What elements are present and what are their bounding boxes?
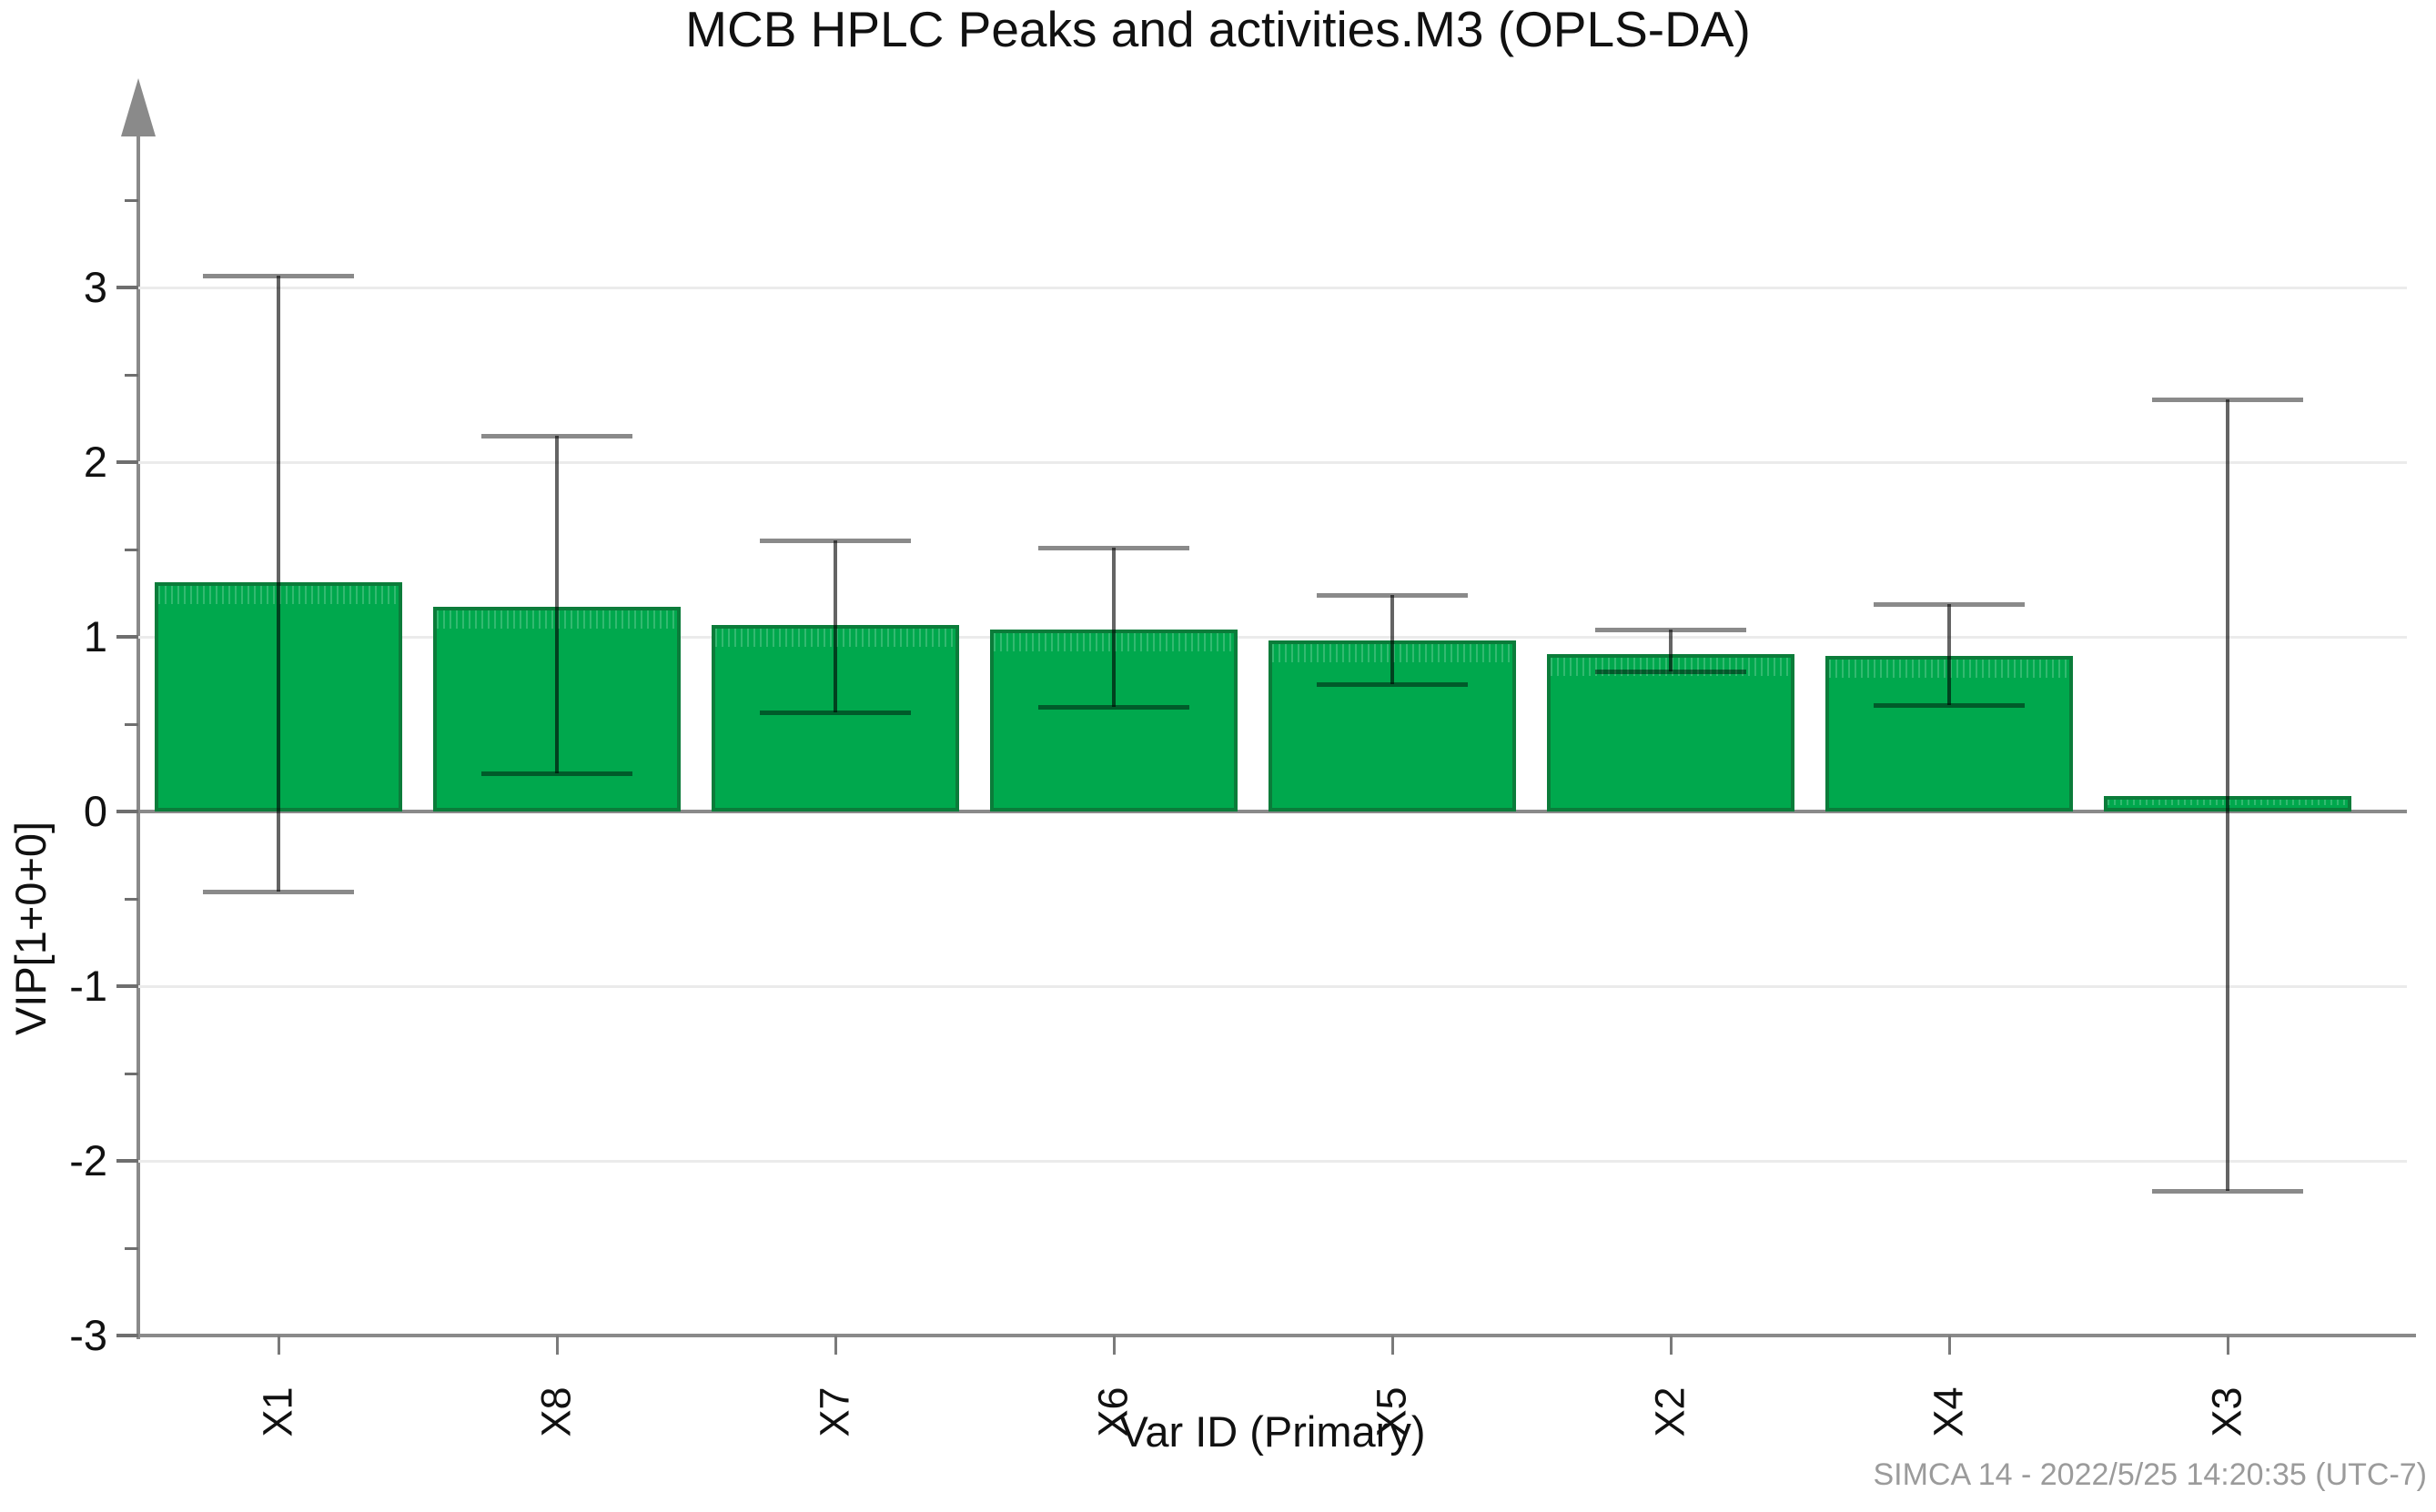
x-tick-X6 [1112, 1336, 1116, 1355]
y-tick--2 [116, 1159, 138, 1163]
x-tick-X5 [1390, 1336, 1394, 1355]
error-bar-cap-bottom-X1 [203, 890, 354, 895]
chart-title: MCB HPLC Peaks and activities.M3 (OPLS-D… [685, 1, 1751, 57]
y-tick-label--2: -2 [69, 1136, 107, 1184]
gridline-y-1 [138, 985, 2407, 988]
y-tick-label-0: 0 [83, 787, 107, 835]
error-bar-cap-top-X4 [1874, 601, 2025, 607]
zero-line [138, 810, 2407, 813]
error-bar-cap-top-X5 [1317, 592, 1468, 598]
x-tick-X3 [2226, 1336, 2229, 1355]
y-tick-label-1: 1 [83, 612, 107, 660]
x-axis-title: Var ID (Primary) [1119, 1407, 1426, 1456]
gridline-y3 [138, 287, 2407, 289]
y-minor-tick [125, 198, 138, 202]
y-minor-tick [125, 373, 138, 377]
error-bar-cap-top-X3 [2152, 397, 2303, 402]
error-bar-cap-top-X7 [760, 539, 911, 544]
y-tick-3 [116, 286, 138, 289]
y-tick-2 [116, 460, 138, 464]
x-tick-X1 [277, 1336, 280, 1355]
y-minor-tick [125, 1072, 138, 1075]
x-axis-line [127, 1334, 2416, 1337]
error-bar-cap-bottom-X3 [2152, 1188, 2303, 1194]
error-bar-cap-bottom-X4 [1874, 702, 2025, 708]
y-tick--3 [116, 1334, 138, 1337]
error-bar-cap-bottom-X7 [760, 710, 911, 715]
y-axis-title: VIP[1+0+0] [6, 821, 56, 1035]
error-bar-cap-top-X6 [1038, 546, 1189, 551]
error-bar-line-X3 [2226, 398, 2229, 1191]
gridline-y1 [138, 636, 2407, 639]
x-tick-X8 [555, 1336, 559, 1355]
y-minor-tick [125, 1246, 138, 1250]
y-tick--1 [116, 984, 138, 988]
error-bar-line-X5 [1390, 594, 1394, 684]
y-tick-label--3: -3 [69, 1311, 107, 1359]
error-bar-line-X8 [555, 436, 559, 773]
y-tick-0 [116, 810, 138, 813]
y-axis-arrow-icon [121, 78, 156, 136]
error-bar-line-X2 [1669, 630, 1673, 672]
error-bar-cap-top-X2 [1595, 628, 1746, 633]
y-tick-1 [116, 635, 138, 639]
y-minor-tick [125, 897, 138, 901]
bar-X7[interactable] [712, 624, 959, 811]
error-bar-line-X4 [1947, 603, 1951, 705]
y-tick-label-3: 3 [83, 263, 107, 311]
error-bar-cap-bottom-X2 [1595, 670, 1746, 675]
error-bar-cap-bottom-X6 [1038, 704, 1189, 710]
y-tick-label--1: -1 [69, 962, 107, 1010]
gridline-y-2 [138, 1160, 2407, 1163]
y-minor-tick [125, 548, 138, 551]
x-tick-X7 [834, 1336, 837, 1355]
bar-X2[interactable] [1547, 654, 1794, 811]
gridline-y2 [138, 461, 2407, 464]
y-axis-line [136, 127, 140, 1339]
footer-credit: SIMCA 14 - 2022/5/25 14:20:35 (UTC-7) [1873, 1457, 2427, 1492]
error-bar-line-X1 [277, 275, 280, 892]
y-tick-label-2: 2 [83, 438, 107, 486]
error-bar-line-X6 [1112, 548, 1116, 707]
x-tick-X4 [1947, 1336, 1951, 1355]
error-bar-cap-bottom-X8 [481, 771, 632, 776]
x-tick-X2 [1669, 1336, 1673, 1355]
error-bar-line-X7 [834, 540, 837, 712]
y-minor-tick [125, 722, 138, 726]
error-bar-cap-top-X8 [481, 434, 632, 439]
error-bar-cap-top-X1 [203, 273, 354, 278]
error-bar-cap-bottom-X5 [1317, 681, 1468, 687]
